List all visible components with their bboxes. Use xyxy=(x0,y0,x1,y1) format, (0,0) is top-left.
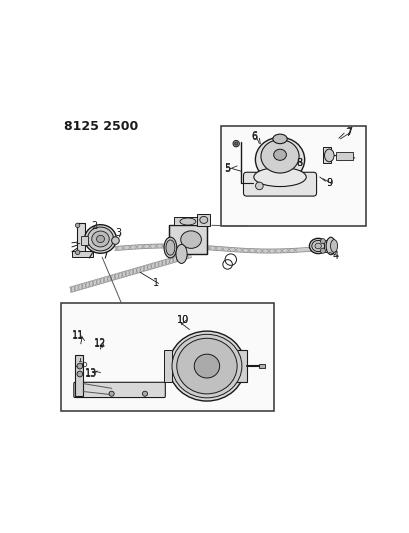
Circle shape xyxy=(319,248,325,253)
Circle shape xyxy=(234,142,237,146)
Ellipse shape xyxy=(194,354,219,378)
Ellipse shape xyxy=(166,240,174,255)
Ellipse shape xyxy=(199,216,207,223)
Bar xyxy=(169,225,207,254)
Bar xyxy=(164,350,171,382)
Bar xyxy=(75,355,83,396)
Text: 5: 5 xyxy=(224,164,230,173)
Ellipse shape xyxy=(255,138,304,182)
Text: 9: 9 xyxy=(326,179,332,188)
Ellipse shape xyxy=(273,149,286,160)
Ellipse shape xyxy=(325,237,335,255)
Ellipse shape xyxy=(311,240,324,252)
Ellipse shape xyxy=(314,243,321,249)
Ellipse shape xyxy=(176,338,236,394)
Bar xyxy=(197,214,210,227)
Text: 4: 4 xyxy=(332,251,338,261)
Bar xyxy=(221,126,365,227)
Bar xyxy=(76,223,84,255)
Text: 10: 10 xyxy=(177,315,189,325)
Circle shape xyxy=(142,391,147,396)
Text: 2: 2 xyxy=(91,221,97,231)
Text: 6: 6 xyxy=(251,132,257,142)
Ellipse shape xyxy=(324,149,333,162)
Ellipse shape xyxy=(253,167,306,187)
Text: 13: 13 xyxy=(85,369,97,379)
Ellipse shape xyxy=(172,334,241,398)
Ellipse shape xyxy=(175,245,187,263)
Text: 3: 3 xyxy=(115,228,121,238)
Ellipse shape xyxy=(330,240,337,252)
Text: 6: 6 xyxy=(251,131,257,141)
Text: 5: 5 xyxy=(224,164,230,174)
Ellipse shape xyxy=(180,231,201,248)
Ellipse shape xyxy=(272,134,286,144)
FancyBboxPatch shape xyxy=(243,172,316,196)
Ellipse shape xyxy=(164,237,176,258)
Ellipse shape xyxy=(169,331,245,401)
Circle shape xyxy=(75,223,80,228)
Text: 11: 11 xyxy=(71,330,83,340)
Text: 12: 12 xyxy=(94,338,106,348)
Circle shape xyxy=(232,141,239,147)
Text: 7: 7 xyxy=(344,127,351,138)
Text: 7: 7 xyxy=(345,127,351,137)
Bar xyxy=(323,240,329,252)
Ellipse shape xyxy=(92,231,109,247)
Ellipse shape xyxy=(260,140,298,173)
FancyBboxPatch shape xyxy=(74,382,165,398)
Bar xyxy=(61,303,273,410)
Text: 9: 9 xyxy=(326,178,332,188)
Ellipse shape xyxy=(84,225,116,253)
Bar xyxy=(229,350,246,382)
Circle shape xyxy=(255,182,263,190)
Text: 11: 11 xyxy=(72,331,84,341)
Bar xyxy=(173,217,202,225)
Circle shape xyxy=(111,237,119,244)
Ellipse shape xyxy=(96,236,104,243)
Bar xyxy=(322,147,330,163)
Ellipse shape xyxy=(309,238,326,254)
Text: 8: 8 xyxy=(295,158,301,168)
Text: 8125 2500: 8125 2500 xyxy=(64,120,138,133)
Bar xyxy=(81,236,88,245)
Ellipse shape xyxy=(180,218,196,225)
Bar xyxy=(335,151,352,159)
Bar xyxy=(72,252,92,257)
Text: 10: 10 xyxy=(177,315,189,325)
Circle shape xyxy=(319,239,325,244)
Ellipse shape xyxy=(87,227,113,251)
Text: 13: 13 xyxy=(85,368,97,378)
Circle shape xyxy=(75,250,80,255)
Circle shape xyxy=(77,371,83,377)
Circle shape xyxy=(77,363,83,369)
Text: 12: 12 xyxy=(94,339,106,349)
Text: 1: 1 xyxy=(153,278,159,288)
Text: 8: 8 xyxy=(296,158,302,168)
Bar xyxy=(259,364,265,368)
Circle shape xyxy=(109,391,114,396)
